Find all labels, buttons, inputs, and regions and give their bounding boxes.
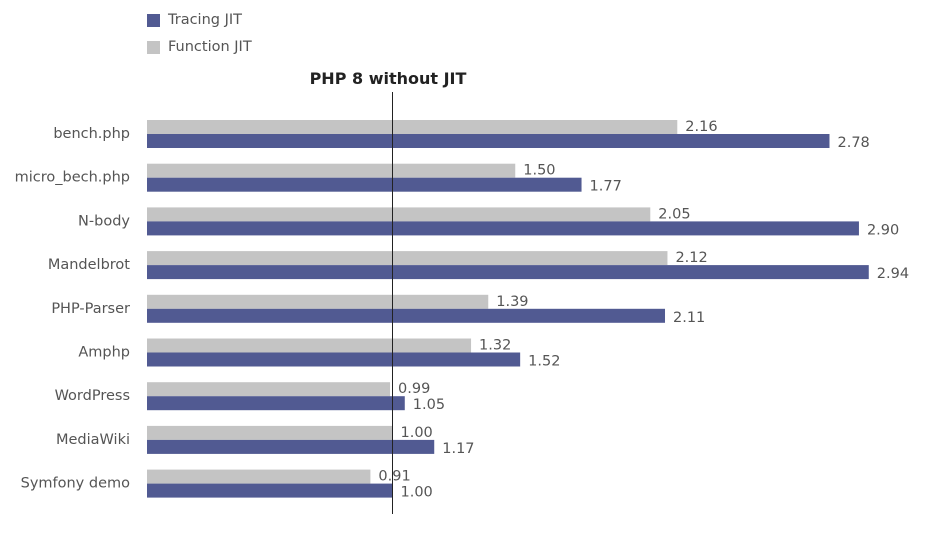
- value-label-function-jit-bench-php: 2.16: [685, 119, 717, 135]
- value-label-tracing-jit-symfony-demo: 1.00: [401, 485, 433, 501]
- legend-item-tracing-jit: Tracing JIT: [147, 12, 242, 28]
- value-label-tracing-jit-amphp: 1.52: [528, 354, 560, 370]
- bar-function-jit-php-parser: [147, 294, 489, 309]
- bar-function-jit-symfony-demo: [147, 469, 371, 484]
- bar-tracing-jit-mandelbrot: [147, 265, 869, 280]
- value-label-tracing-jit-micro-bech-php: 1.77: [590, 179, 622, 195]
- legend-label-function-jit: Function JIT: [168, 39, 252, 55]
- value-label-function-jit-amphp: 1.32: [479, 338, 511, 354]
- value-label-tracing-jit-php-parser: 2.11: [673, 310, 705, 326]
- bar-tracing-jit-php-parser: [147, 308, 666, 323]
- category-label-wordpress: WordPress: [55, 388, 130, 404]
- bar-tracing-jit-symfony-demo: [147, 483, 393, 498]
- value-label-tracing-jit-wordpress: 1.05: [413, 397, 445, 413]
- category-label-mandelbrot: Mandelbrot: [48, 257, 130, 273]
- category-label-php-parser: PHP-Parser: [51, 301, 130, 317]
- value-label-tracing-jit-mediawiki: 1.17: [442, 441, 474, 457]
- legend-label-tracing-jit: Tracing JIT: [168, 12, 242, 28]
- category-label-n-body: N-body: [78, 213, 130, 229]
- value-label-function-jit-php-parser: 1.39: [496, 294, 528, 310]
- bar-function-jit-wordpress: [147, 382, 391, 397]
- value-label-tracing-jit-mandelbrot: 2.94: [877, 266, 909, 282]
- legend-swatch-function-jit: [147, 40, 160, 54]
- bar-tracing-jit-wordpress: [147, 396, 405, 411]
- value-label-tracing-jit-bench-php: 2.78: [837, 135, 869, 151]
- bar-tracing-jit-bench-php: [147, 134, 830, 148]
- value-label-function-jit-n-body: 2.05: [658, 206, 690, 222]
- bar-function-jit-mediawiki: [147, 425, 393, 440]
- bar-function-jit-bench-php: [147, 120, 678, 134]
- bar-function-jit-mandelbrot: [147, 251, 668, 266]
- bar-tracing-jit-n-body: [147, 221, 859, 236]
- value-label-function-jit-symfony-demo: 0.91: [378, 469, 410, 485]
- legend-swatch-tracing-jit: [147, 13, 160, 27]
- bar-tracing-jit-amphp: [147, 352, 521, 367]
- legend-item-function-jit: Function JIT: [147, 39, 252, 55]
- value-label-function-jit-mandelbrot: 2.12: [675, 250, 707, 266]
- reference-line-label: PHP 8 without JIT: [310, 69, 467, 88]
- bar-tracing-jit-mediawiki: [147, 439, 435, 454]
- bar-function-jit-n-body: [147, 207, 651, 222]
- category-label-bench-php: bench.php: [53, 126, 130, 142]
- category-label-symfony-demo: Symfony demo: [21, 476, 131, 492]
- bar-function-jit-micro-bech-php: [147, 163, 516, 178]
- value-label-function-jit-micro-bech-php: 1.50: [523, 163, 555, 179]
- category-label-micro-bech-php: micro_bech.php: [15, 170, 130, 186]
- value-label-tracing-jit-n-body: 2.90: [867, 222, 899, 238]
- value-label-function-jit-mediawiki: 1.00: [401, 425, 433, 441]
- bar-tracing-jit-micro-bech-php: [147, 177, 582, 192]
- category-label-amphp: Amphp: [78, 345, 130, 361]
- bar-function-jit-amphp: [147, 338, 472, 353]
- value-label-function-jit-wordpress: 0.99: [398, 381, 430, 397]
- category-label-mediawiki: MediaWiki: [56, 432, 130, 448]
